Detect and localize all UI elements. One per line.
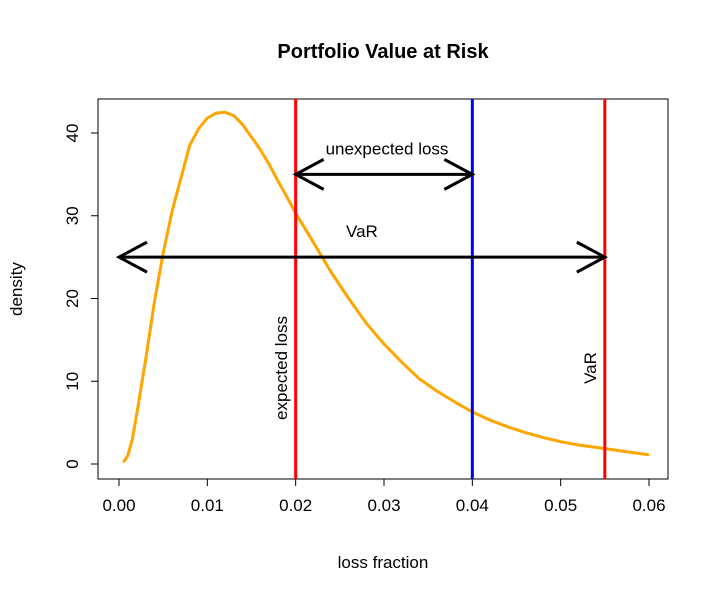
arrow-head-left bbox=[115, 240, 148, 274]
arrow-label: VaR bbox=[346, 222, 378, 241]
y-axis-label: density bbox=[7, 262, 26, 316]
x-tick-label: 0.02 bbox=[279, 496, 312, 515]
arrow-head-right bbox=[443, 158, 476, 191]
vertical-annotation: expected loss bbox=[272, 316, 291, 420]
x-tick-label: 0.04 bbox=[456, 496, 489, 515]
x-tick-label: 0.01 bbox=[191, 496, 224, 515]
y-tick-label: 30 bbox=[63, 206, 82, 225]
y-axis: 0 10 20 30 40 bbox=[63, 124, 99, 469]
series-layer bbox=[122, 110, 650, 464]
x-tick-label: 0.05 bbox=[544, 496, 577, 515]
x-axis: 0.00 0.01 0.02 0.03 0.04 0.05 0.06 bbox=[102, 478, 666, 515]
vertical-annotation: VaR bbox=[581, 352, 600, 384]
arrow-head-right bbox=[576, 240, 609, 274]
chart-title: Portfolio Value at Risk bbox=[277, 41, 489, 63]
annotation-layer: expected loss VaR bbox=[272, 316, 600, 420]
arrow-head-left bbox=[292, 158, 325, 191]
y-tick-label: 40 bbox=[63, 124, 82, 143]
x-tick-label: 0.06 bbox=[632, 496, 665, 515]
x-tick-label: 0.03 bbox=[367, 496, 400, 515]
density-curve-line bbox=[122, 110, 650, 464]
vline-layer bbox=[294, 99, 607, 479]
x-axis-label: loss fraction bbox=[338, 553, 429, 572]
x-tick-label: 0.00 bbox=[102, 496, 135, 515]
arrow-layer: unexpected loss VaR bbox=[115, 139, 609, 274]
y-tick-label: 0 bbox=[63, 459, 82, 468]
y-tick-label: 20 bbox=[63, 289, 82, 308]
arrow-label: unexpected loss bbox=[326, 139, 449, 158]
y-tick-label: 10 bbox=[63, 372, 82, 391]
